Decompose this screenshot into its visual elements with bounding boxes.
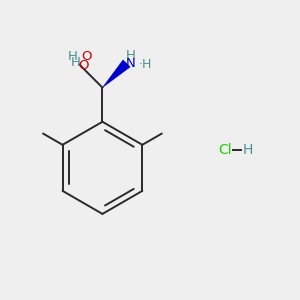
Text: ·H: ·H — [139, 58, 152, 71]
Text: O: O — [78, 59, 89, 73]
Polygon shape — [102, 60, 130, 88]
Text: H: H — [242, 143, 253, 157]
Text: N: N — [126, 57, 135, 70]
Text: O: O — [81, 50, 91, 63]
Text: H: H — [125, 50, 135, 62]
Text: H: H — [68, 50, 78, 63]
Text: H: H — [71, 56, 81, 69]
Text: Cl: Cl — [218, 143, 232, 157]
